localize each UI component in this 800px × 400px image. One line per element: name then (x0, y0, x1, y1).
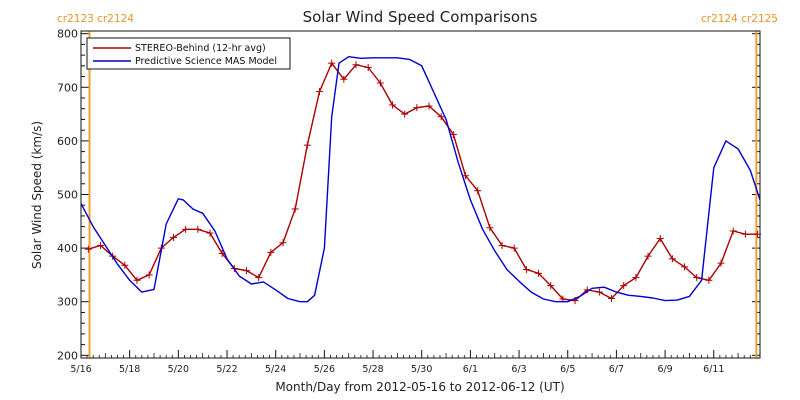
data-point (632, 274, 640, 282)
x-tick-label: 5/24 (265, 364, 286, 375)
data-point (705, 276, 713, 284)
y-tick-label: 700 (57, 81, 78, 94)
data-point (340, 75, 348, 83)
data-point (656, 234, 664, 242)
data-point (242, 267, 250, 275)
x-tick-label: 5/18 (119, 364, 140, 375)
data-point (389, 101, 397, 109)
x-tick-label: 5/22 (216, 364, 237, 375)
data-point (474, 187, 482, 195)
data-point (291, 205, 299, 213)
data-point (316, 88, 324, 96)
data-point (668, 255, 676, 263)
legend-label-stereo: STEREO-Behind (12-hr avg) (135, 43, 266, 54)
legend-label-mas: Predictive Science MAS Model (135, 56, 277, 67)
y-tick-label: 400 (57, 242, 78, 255)
y-axis-label: Solar Wind Speed (km/s) (30, 121, 44, 269)
data-point (620, 282, 628, 290)
data-point (741, 230, 749, 238)
data-point (522, 266, 530, 274)
carrington-label-right: cr2124 cr2125 (701, 13, 778, 25)
data-point (717, 259, 725, 267)
carrington-markers (88, 31, 758, 358)
data-point (267, 248, 275, 256)
y-tick-label: 200 (57, 349, 78, 362)
x-tick-label: 6/11 (703, 364, 724, 375)
axis-ticks: 200 300 400 500 600 700 800 5/16 5/18 5/20 5/22 5/2… (57, 28, 760, 375)
data-point (510, 244, 518, 252)
data-point (644, 252, 652, 260)
x-tick-label: 6/1 (463, 364, 478, 375)
x-axis-label: Month/Day from 2012-05-16 to 2012-06-12 … (275, 380, 564, 394)
x-tick-label: 5/28 (362, 364, 383, 375)
data-point (352, 61, 360, 69)
data-point (121, 261, 129, 269)
data-point (693, 274, 701, 282)
plot-frame (80, 30, 761, 359)
chart-title: Solar Wind Speed Comparisons (303, 8, 538, 26)
x-tick-label: 6/9 (657, 364, 672, 375)
data-point (206, 229, 214, 237)
series-line-0 (88, 62, 758, 302)
data-point (169, 233, 177, 241)
data-point (364, 63, 372, 71)
data-point (194, 225, 202, 233)
data-point (303, 141, 311, 149)
carrington-label-left: cr2123 cr2124 (57, 13, 134, 25)
data-point (84, 245, 92, 253)
data-point (328, 59, 336, 67)
data-point (182, 225, 190, 233)
data-point (376, 79, 384, 87)
data-point (608, 294, 616, 302)
x-tick-label: 5/26 (314, 364, 335, 375)
x-tick-label: 6/3 (511, 364, 526, 375)
x-tick-label: 5/30 (411, 364, 432, 375)
data-point (681, 263, 689, 271)
data-point (486, 224, 494, 232)
data-point (595, 288, 603, 296)
y-tick-label: 500 (57, 189, 78, 202)
data-point (547, 282, 555, 290)
series-lines (80, 56, 762, 305)
data-point (255, 274, 263, 282)
data-point (729, 227, 737, 235)
data-point (145, 271, 153, 279)
data-point (279, 239, 287, 247)
legend: STEREO-Behind (12-hr avg) Predictive Sci… (86, 37, 291, 70)
data-point (96, 241, 104, 249)
data-point (425, 102, 433, 110)
x-tick-label: 6/5 (560, 364, 575, 375)
data-point (401, 110, 409, 118)
data-point (133, 276, 141, 284)
y-tick-label: 800 (57, 28, 78, 41)
data-point (498, 241, 506, 249)
x-tick-label: 5/20 (168, 364, 189, 375)
data-point (437, 113, 445, 121)
data-point (413, 104, 421, 112)
y-tick-label: 600 (57, 135, 78, 148)
series-line-1 (80, 56, 761, 303)
legend-box (86, 37, 291, 70)
data-point (535, 269, 543, 277)
y-tick-label: 300 (57, 296, 78, 309)
x-tick-label: 5/16 (70, 364, 91, 375)
x-tick-label: 6/7 (609, 364, 624, 375)
